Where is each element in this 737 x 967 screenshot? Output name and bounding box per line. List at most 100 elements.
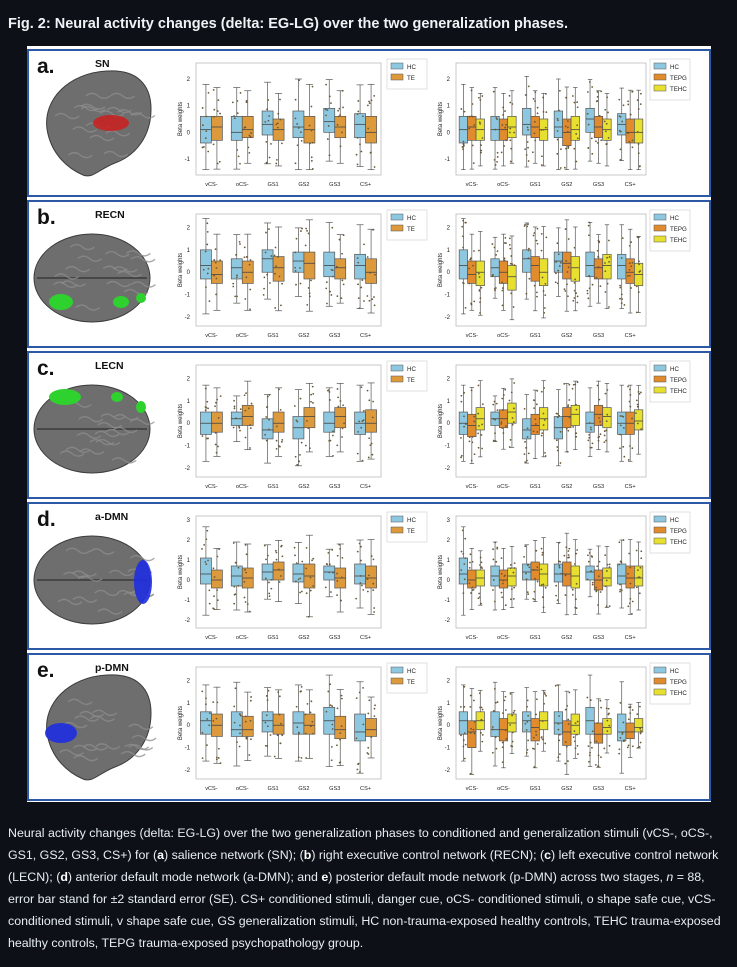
data-point (607, 707, 610, 710)
data-point (366, 590, 369, 593)
x-tick-label: GS1 (267, 333, 278, 339)
caption-bold: c (544, 848, 552, 862)
data-point (638, 392, 641, 395)
data-point (332, 434, 334, 437)
data-point (513, 709, 516, 712)
data-point (575, 292, 578, 295)
data-point (232, 282, 235, 285)
data-point (337, 109, 340, 112)
box-tehc (475, 260, 485, 287)
data-point (638, 263, 640, 266)
legend-label: TEHC (670, 86, 687, 93)
x-tick-label: CS+ (360, 786, 371, 792)
legend-swatch (653, 666, 667, 674)
data-point (293, 546, 296, 549)
data-point (368, 399, 371, 402)
data-point (473, 420, 476, 423)
data-point (510, 147, 513, 150)
data-point (603, 441, 606, 444)
y-tick-label: -1 (185, 746, 191, 752)
data-point (267, 689, 270, 692)
data-point (309, 576, 312, 579)
x-tick-label: GS2 (298, 635, 309, 641)
data-point (243, 394, 246, 397)
data-point (306, 303, 309, 306)
brain-gyrus (129, 554, 155, 562)
data-point (621, 120, 624, 123)
data-point (469, 705, 472, 708)
data-point (540, 568, 543, 571)
box-te (303, 407, 316, 429)
data-point (545, 111, 548, 114)
data-point (361, 584, 363, 587)
data-point (299, 454, 301, 456)
data-point (495, 402, 498, 405)
data-point (635, 549, 638, 552)
data-point (232, 285, 235, 288)
data-point (523, 453, 526, 455)
data-point (357, 297, 360, 300)
legend-swatch (653, 235, 667, 243)
data-point (628, 400, 631, 403)
data-point (532, 399, 535, 402)
data-point (623, 455, 626, 458)
brain-gyrus (111, 457, 137, 464)
data-point (355, 737, 358, 740)
data-point (619, 424, 622, 427)
x-tick-label: GS2 (298, 786, 309, 792)
brain-gyrus (67, 151, 93, 159)
data-point (308, 124, 311, 127)
data-point (532, 569, 534, 571)
data-point (296, 726, 299, 729)
x-tick-label: oCS- (236, 333, 249, 339)
data-point (268, 592, 271, 595)
data-point (606, 719, 609, 722)
plot-frame (195, 515, 382, 629)
data-point (511, 263, 514, 266)
x-tick-label: CS+ (625, 635, 636, 641)
data-point (526, 748, 529, 751)
x-tick-label: GS3 (329, 635, 340, 641)
data-point (293, 405, 296, 407)
data-point (373, 707, 376, 710)
data-point (263, 276, 266, 279)
data-point (608, 605, 611, 608)
data-point (565, 745, 568, 748)
box-tehc (634, 565, 644, 587)
data-point (571, 588, 574, 591)
data-point (566, 283, 568, 286)
box-hc (490, 711, 500, 737)
data-point (622, 445, 625, 448)
data-point (544, 586, 547, 589)
data-point (557, 722, 560, 725)
data-point (591, 556, 594, 558)
data-point (311, 167, 314, 170)
data-point (338, 761, 341, 764)
data-point (274, 272, 276, 275)
data-point (588, 81, 591, 83)
data-point (533, 232, 536, 234)
data-point (469, 694, 472, 697)
data-point (336, 594, 338, 596)
data-point (238, 240, 241, 243)
data-point (503, 257, 506, 260)
data-point (509, 247, 512, 250)
box-te (334, 407, 347, 429)
data-point (356, 452, 359, 455)
data-point (478, 96, 480, 99)
data-point (236, 295, 238, 298)
data-point (336, 744, 338, 747)
data-point (540, 736, 543, 738)
data-point (231, 101, 234, 104)
x-tick-label: GS1 (530, 635, 541, 641)
y-axis-label: Beta weights (438, 102, 444, 136)
data-point (470, 389, 473, 392)
data-point (622, 104, 625, 107)
data-point (500, 591, 503, 594)
data-point (332, 455, 334, 457)
data-point (217, 99, 220, 102)
data-point (597, 256, 600, 258)
data-point (233, 115, 236, 117)
data-point (504, 110, 506, 112)
box-tepg (593, 722, 604, 744)
